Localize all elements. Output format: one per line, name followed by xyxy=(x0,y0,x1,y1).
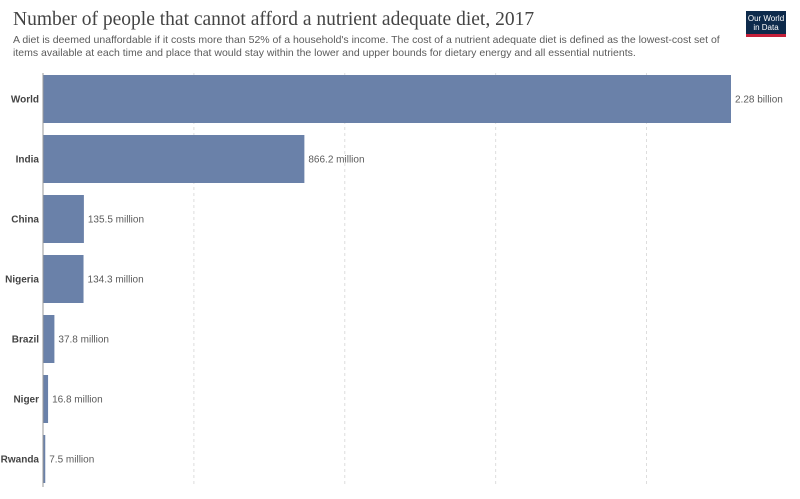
bar-world xyxy=(43,75,731,123)
bar-niger xyxy=(43,375,49,423)
value-label-china: 135.5 million xyxy=(88,215,144,226)
bar-india xyxy=(43,135,305,183)
value-label-india: 866.2 million xyxy=(308,155,364,166)
category-label-nigeria: Nigeria xyxy=(5,275,39,286)
bar-china xyxy=(43,195,84,243)
value-label-niger: 16.8 million xyxy=(52,395,103,406)
bar-rwanda xyxy=(43,435,46,483)
category-label-china: China xyxy=(11,215,39,226)
value-label-rwanda: 7.5 million xyxy=(49,455,94,466)
logo-text-line2: in Data xyxy=(753,22,779,32)
value-label-brazil: 37.8 million xyxy=(58,335,109,346)
chart-subtitle: A diet is deemed unaffordable if it cost… xyxy=(13,34,720,59)
value-label-world: 2.28 billion xyxy=(735,95,783,106)
owid-logo[interactable]: Our World in Data xyxy=(746,11,786,37)
value-label-nigeria: 134.3 million xyxy=(88,275,144,286)
category-label-india: India xyxy=(16,155,40,166)
bar-brazil xyxy=(43,315,55,363)
category-label-world: World xyxy=(11,95,39,106)
category-label-niger: Niger xyxy=(13,395,39,406)
chart-title: Number of people that cannot afford a nu… xyxy=(13,9,535,30)
category-label-rwanda: Rwanda xyxy=(1,455,40,466)
logo-text-line1: Our World xyxy=(747,13,785,23)
category-label-brazil: Brazil xyxy=(12,335,39,346)
bar-nigeria xyxy=(43,255,84,303)
